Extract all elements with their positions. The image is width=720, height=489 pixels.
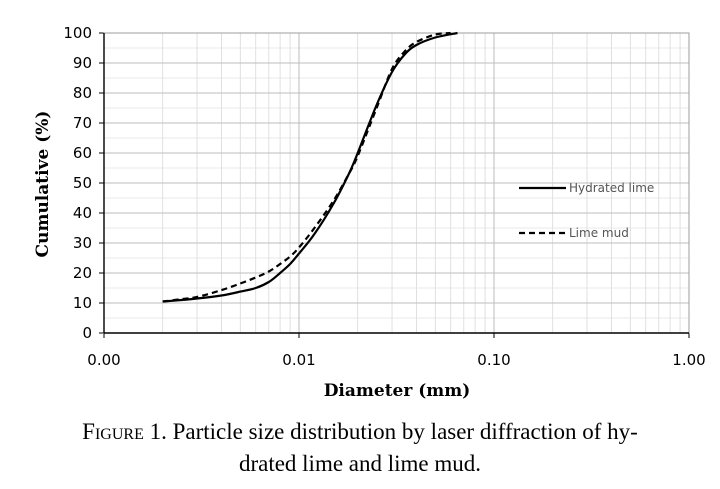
- y-tick-label: 60: [73, 144, 92, 162]
- y-tick-label: 50: [73, 174, 92, 192]
- y-tick-labels: 0 10 20 30 40 50 60 70 80 90 100: [63, 24, 92, 342]
- x-tick-labels: 0.00 0.01 0.10 1.00: [87, 351, 705, 369]
- y-tick-label: 30: [73, 234, 92, 252]
- caption-label: Figure 1.: [82, 419, 167, 444]
- y-tick-label: 20: [73, 264, 92, 282]
- x-tick-label: 0.01: [282, 351, 315, 369]
- legend-label-hydrated-lime: Hydrated lime: [569, 181, 654, 195]
- legend: Hydrated lime Lime mud: [519, 181, 654, 240]
- y-tick-label: 80: [73, 84, 92, 102]
- caption-line-1: Figure 1. Particle size distribution by …: [0, 416, 720, 448]
- y-tick-label: 90: [73, 54, 92, 72]
- y-tick-label: 40: [73, 204, 92, 222]
- figure-caption: Figure 1. Particle size distribution by …: [0, 416, 720, 480]
- caption-text-1: Particle size distribution by laser diff…: [172, 419, 638, 444]
- axes: [99, 32, 690, 338]
- legend-label-lime-mud: Lime mud: [569, 226, 629, 240]
- caption-text-2: drated lime and lime mud.: [238, 451, 482, 476]
- x-tick-label: 1.00: [672, 351, 705, 369]
- x-tick-label: 0.10: [477, 351, 510, 369]
- y-tick-label: 10: [73, 294, 92, 312]
- y-tick-label: 70: [73, 114, 92, 132]
- series-layer: [162, 31, 458, 303]
- y-axis-title: Cumulative (%): [33, 111, 53, 258]
- x-axis-title: Diameter (mm): [324, 381, 471, 401]
- y-tick-label: 100: [63, 24, 92, 42]
- series-line-lime-mud: [162, 31, 451, 303]
- series-line-hydrated-lime: [162, 31, 458, 303]
- y-tick-label: 0: [82, 324, 92, 342]
- x-tick-label: 0.00: [87, 351, 120, 369]
